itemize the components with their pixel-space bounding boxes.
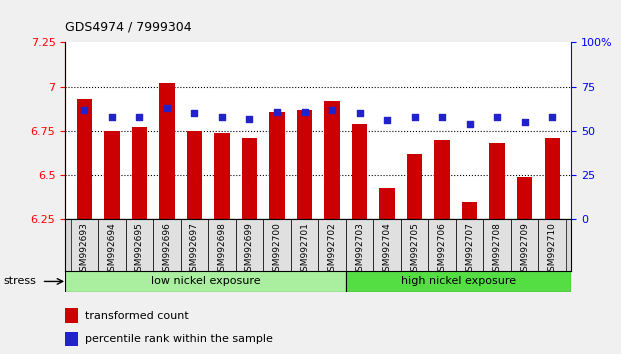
Text: percentile rank within the sample: percentile rank within the sample bbox=[86, 334, 273, 344]
Bar bbox=[352, 124, 367, 219]
Text: GSM992700: GSM992700 bbox=[273, 222, 281, 277]
Bar bbox=[181, 219, 208, 271]
Point bbox=[465, 121, 474, 127]
Point bbox=[410, 114, 420, 120]
Text: GSM992708: GSM992708 bbox=[492, 222, 502, 277]
Bar bbox=[65, 308, 78, 323]
Bar bbox=[214, 133, 230, 219]
Point bbox=[382, 118, 392, 123]
Text: GSM992709: GSM992709 bbox=[520, 222, 529, 277]
Bar bbox=[270, 112, 284, 219]
Point bbox=[492, 114, 502, 120]
Bar bbox=[379, 188, 394, 219]
Point bbox=[79, 107, 89, 113]
Bar bbox=[153, 219, 181, 271]
Text: GSM992698: GSM992698 bbox=[217, 222, 227, 277]
Point bbox=[107, 114, 117, 120]
Bar bbox=[324, 101, 340, 219]
Bar bbox=[483, 219, 511, 271]
Bar bbox=[428, 219, 456, 271]
Bar bbox=[65, 332, 78, 347]
Text: GSM992695: GSM992695 bbox=[135, 222, 144, 277]
Bar bbox=[242, 138, 257, 219]
Bar bbox=[373, 219, 401, 271]
Text: GSM992704: GSM992704 bbox=[383, 222, 391, 277]
Bar bbox=[456, 219, 483, 271]
Text: GSM992696: GSM992696 bbox=[163, 222, 171, 277]
Text: GSM992705: GSM992705 bbox=[410, 222, 419, 277]
Text: GSM992697: GSM992697 bbox=[190, 222, 199, 277]
Bar bbox=[538, 219, 566, 271]
Bar bbox=[517, 177, 532, 219]
Bar bbox=[291, 219, 319, 271]
Point bbox=[162, 105, 172, 111]
Bar bbox=[462, 202, 477, 219]
Bar bbox=[545, 138, 560, 219]
Text: stress: stress bbox=[3, 276, 36, 286]
Bar bbox=[401, 219, 428, 271]
Text: GSM992703: GSM992703 bbox=[355, 222, 364, 277]
Point bbox=[327, 107, 337, 113]
Point bbox=[189, 110, 199, 116]
Text: GSM992701: GSM992701 bbox=[300, 222, 309, 277]
Point bbox=[272, 109, 282, 114]
Point bbox=[547, 114, 557, 120]
Text: high nickel exposure: high nickel exposure bbox=[401, 276, 517, 286]
Text: GDS4974 / 7999304: GDS4974 / 7999304 bbox=[65, 21, 192, 34]
Text: low nickel exposure: low nickel exposure bbox=[151, 276, 261, 286]
Bar bbox=[435, 140, 450, 219]
Text: GSM992694: GSM992694 bbox=[107, 222, 117, 277]
Bar bbox=[347, 271, 571, 292]
Bar bbox=[407, 154, 422, 219]
Point bbox=[299, 109, 309, 114]
Bar bbox=[319, 219, 346, 271]
Bar bbox=[98, 219, 125, 271]
Bar bbox=[160, 83, 175, 219]
Bar bbox=[208, 219, 236, 271]
Bar bbox=[263, 219, 291, 271]
Bar bbox=[125, 219, 153, 271]
Bar bbox=[297, 110, 312, 219]
Text: GSM992699: GSM992699 bbox=[245, 222, 254, 277]
Bar bbox=[346, 219, 373, 271]
Point bbox=[355, 110, 365, 116]
Text: GSM992702: GSM992702 bbox=[327, 222, 337, 277]
Bar bbox=[104, 131, 119, 219]
Text: GSM992710: GSM992710 bbox=[548, 222, 556, 277]
Bar bbox=[77, 99, 92, 219]
Bar bbox=[511, 219, 538, 271]
Point bbox=[437, 114, 447, 120]
Bar bbox=[236, 219, 263, 271]
Point bbox=[135, 114, 145, 120]
Text: GSM992706: GSM992706 bbox=[438, 222, 446, 277]
Bar bbox=[187, 131, 202, 219]
Text: transformed count: transformed count bbox=[86, 311, 189, 321]
Bar bbox=[71, 219, 98, 271]
Point bbox=[245, 116, 255, 121]
Point bbox=[217, 114, 227, 120]
Point bbox=[520, 119, 530, 125]
Text: GSM992693: GSM992693 bbox=[80, 222, 89, 277]
Bar bbox=[65, 271, 347, 292]
Bar bbox=[489, 143, 505, 219]
Bar bbox=[132, 127, 147, 219]
Text: GSM992707: GSM992707 bbox=[465, 222, 474, 277]
